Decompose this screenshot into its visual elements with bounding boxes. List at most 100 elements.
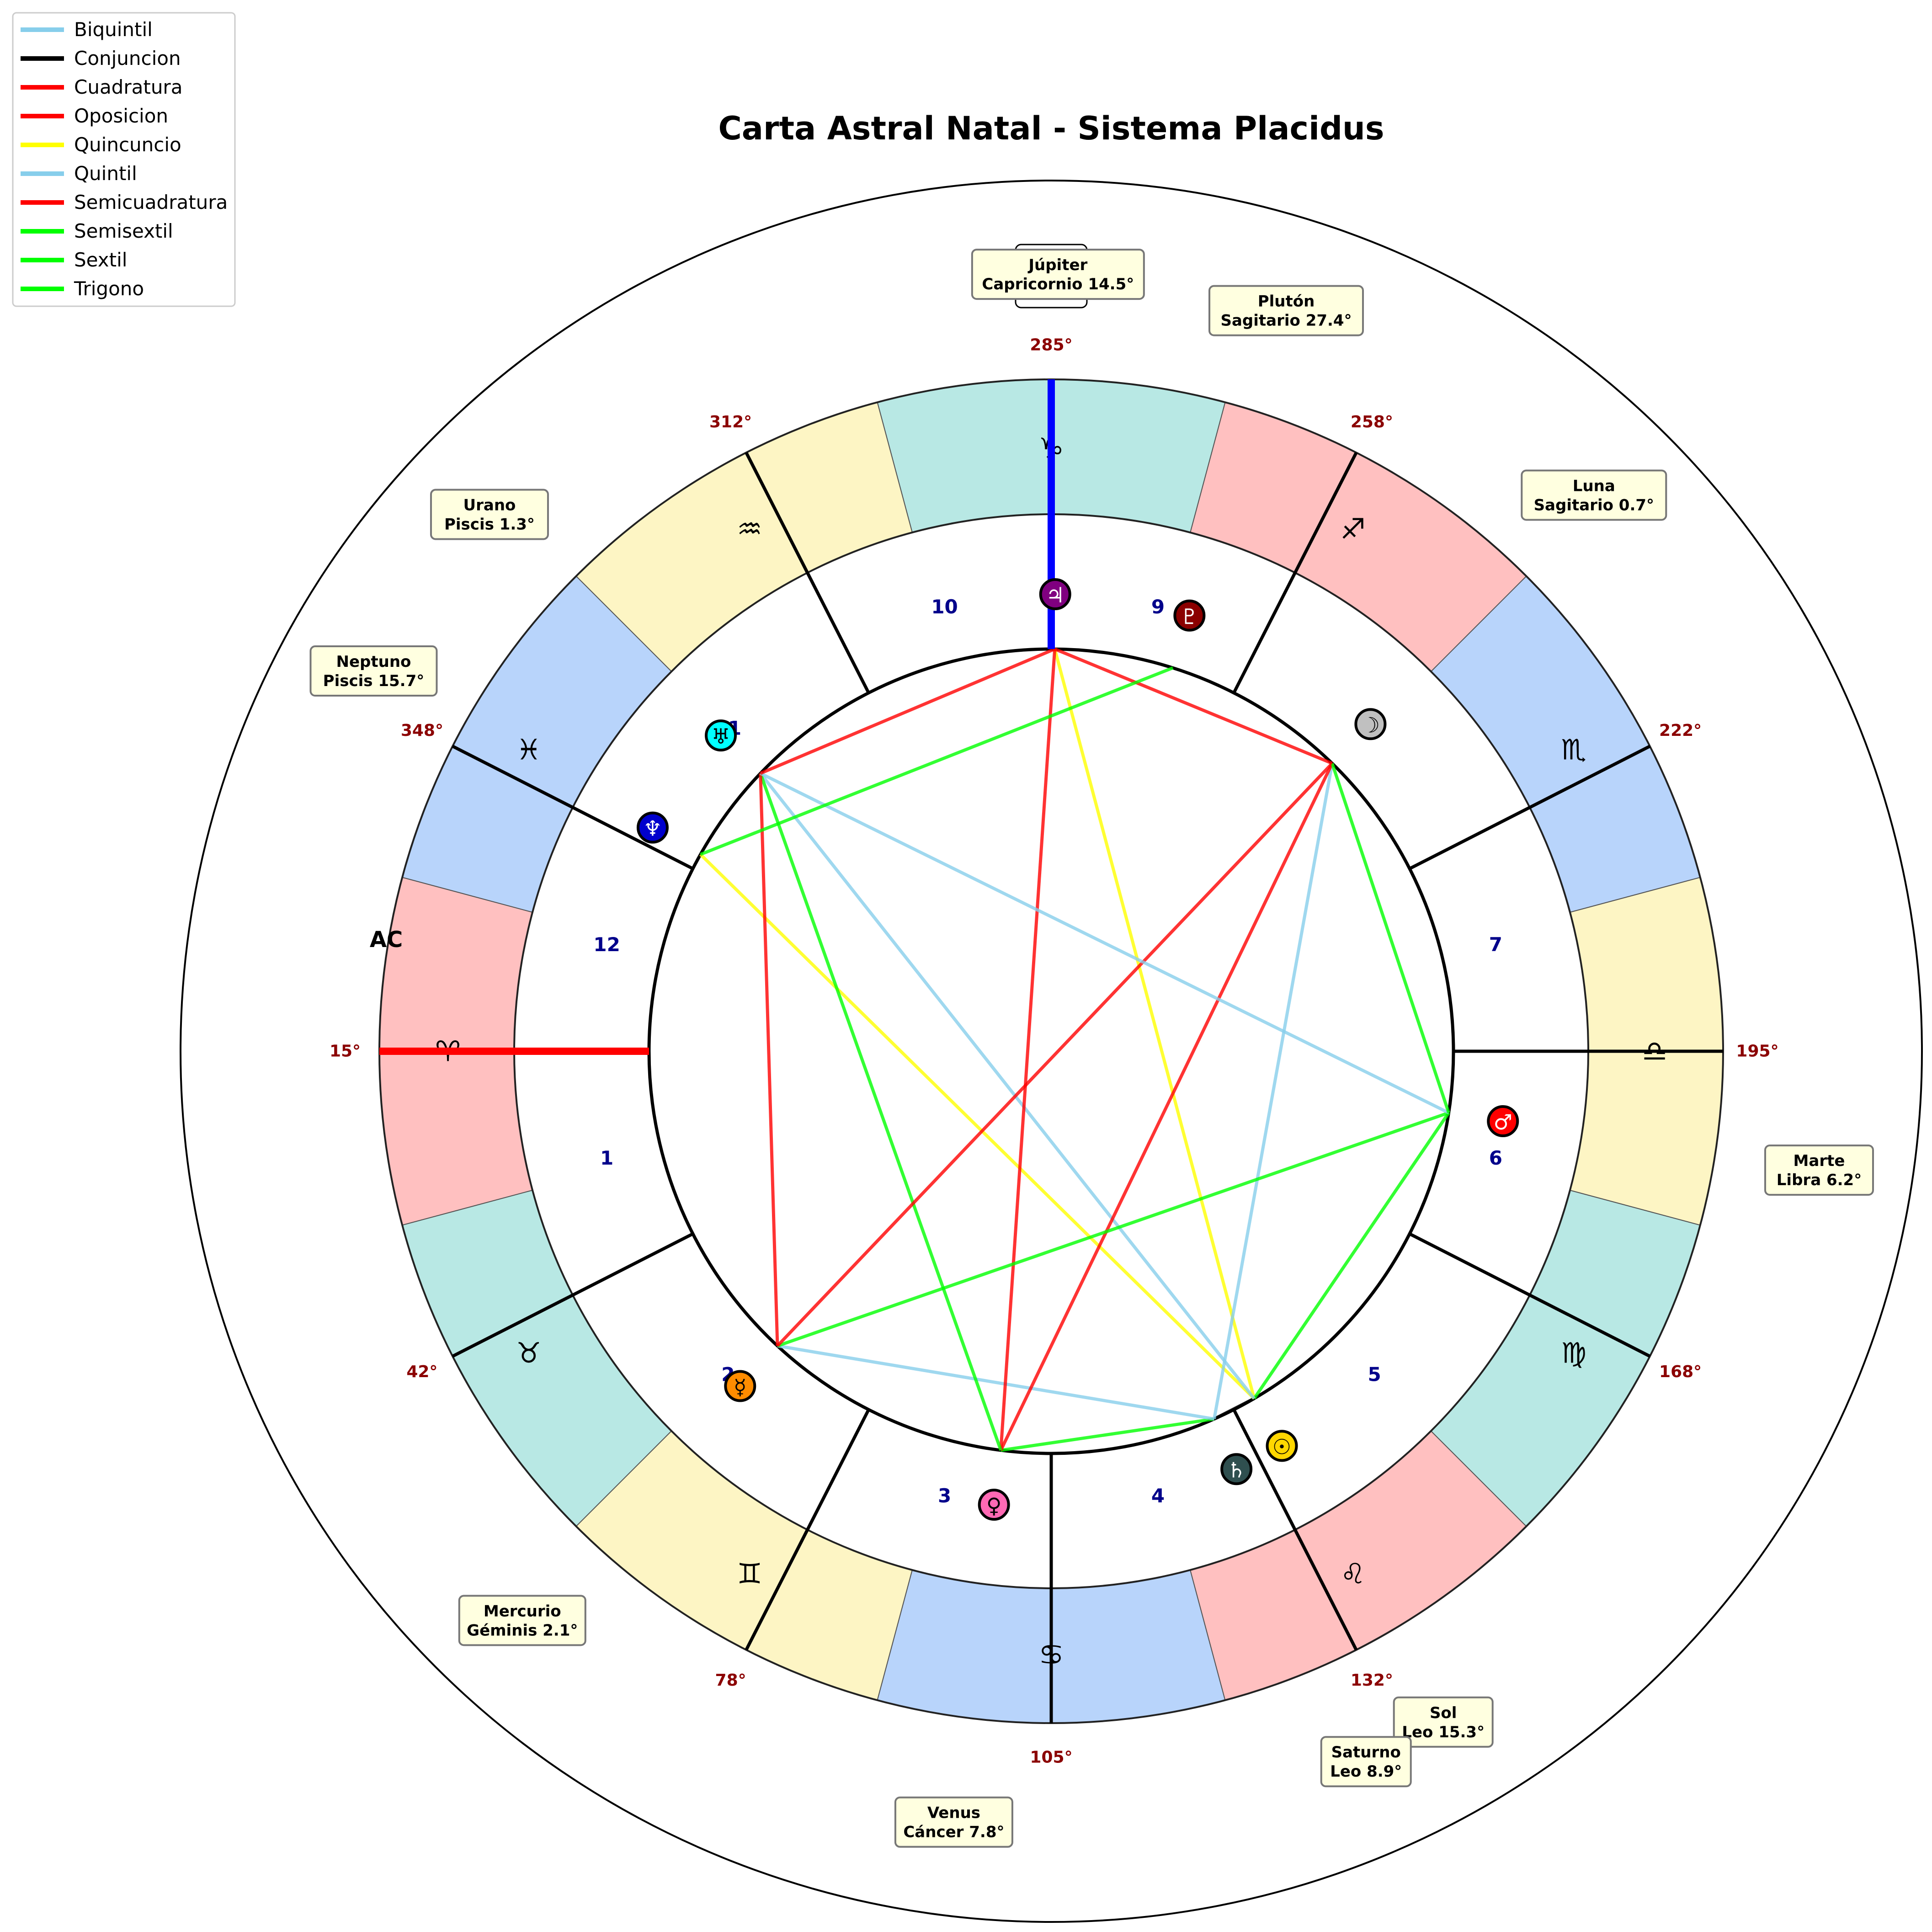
legend-label-trigono: Trigono	[74, 277, 144, 300]
aspect-line-marte-urano	[760, 772, 1450, 1114]
house-cusp-line-5	[1232, 1409, 1358, 1651]
sign-glyph-sagitario: ♐	[1340, 512, 1366, 545]
planet-marker-urano	[705, 719, 737, 752]
legend-label-semisextil: Semisextil	[74, 220, 173, 242]
planet-glyph-saturno: ♄	[1227, 1458, 1246, 1482]
aspect-lines	[699, 647, 1450, 1452]
planet-marker-venus	[978, 1489, 1010, 1521]
house-cusp-degree-6: 168°	[1659, 1363, 1702, 1381]
house-number-12: 12	[593, 933, 620, 956]
legend-label-sextil: Sextil	[74, 249, 127, 271]
planet-glyph-urano: ♅	[711, 724, 730, 749]
house-number-4: 4	[1151, 1485, 1165, 1507]
planet-label-box-jupiter	[971, 249, 1145, 300]
aspect-line-sol-jupiter	[1053, 649, 1256, 1399]
aspect-line-saturno-mercurio	[777, 1344, 1215, 1421]
planet-label-sol: Sol Leo 15.3°	[1402, 1704, 1485, 1741]
legend-label-semicuadratura: Semicuadratura	[74, 191, 228, 213]
planet-glyph-venus: ♀	[986, 1493, 1002, 1518]
house-cusp-degree-5: 132°	[1351, 1671, 1393, 1690]
aspect-line-sol-marte	[1253, 1112, 1450, 1400]
house-cusp-degree-8: 222°	[1659, 721, 1702, 740]
aspect-line-marte-luna	[1331, 763, 1450, 1113]
legend-label-quincuncio: Quincuncio	[74, 133, 181, 156]
legend-label-cuadratura: Cuadratura	[74, 76, 182, 98]
planet-label-saturno: Saturno Leo 8.9°	[1330, 1743, 1402, 1781]
house-cusp-line-12	[452, 745, 694, 870]
planet-label-venus: Venus Cáncer 7.8°	[903, 1804, 1004, 1842]
house-cusp-degree-11: 312°	[709, 413, 752, 431]
aspect-line-sol-neptuno	[699, 853, 1256, 1400]
sign-glyph-geminis: ♊	[737, 1557, 762, 1591]
planet-label-box-urano	[430, 489, 549, 540]
legend-label-quintil: Quintil	[74, 162, 137, 185]
planet-labels: Sol Leo 15.3° Luna Sagitario 0.7° Mercurio Gé…	[309, 249, 1874, 1848]
house-cusp-line-2	[452, 1232, 694, 1358]
house-cusp-degree-7: 195°	[1736, 1042, 1778, 1061]
legend: Biquintil Conjuncion Cuadratura Oposicion Qu…	[12, 12, 236, 307]
aspect-line-mercurio-marte	[777, 1111, 1449, 1347]
planet-marker-saturno	[1220, 1453, 1253, 1485]
legend-label-conjuncion: Conjuncion	[74, 47, 181, 69]
house-cusp-line-6	[1409, 1232, 1651, 1358]
planet-glyph-jupiter: ♃	[1046, 583, 1064, 607]
planet-marker-sol	[1266, 1430, 1298, 1462]
house-number-6: 6	[1489, 1147, 1502, 1169]
house-cusp-degree-3: 78°	[715, 1671, 746, 1690]
planet-glyph-pluton: ♇	[1180, 604, 1199, 629]
sign-glyph-virgo: ♍	[1561, 1336, 1586, 1370]
house-cusp-line-8	[1409, 745, 1651, 870]
house-cusp-degree-10: 285°	[1030, 336, 1072, 355]
house-cusp-line-9	[1232, 452, 1358, 694]
planet-label-box-venus	[894, 1796, 1013, 1848]
planet-label-jupiter: Júpiter Capricornio 14.5°	[982, 256, 1134, 293]
planet-label-luna: Luna Sagitario 0.7°	[1534, 477, 1654, 514]
house-number-7: 7	[1489, 933, 1502, 956]
aspect-line-neptuno-pluton	[700, 666, 1174, 856]
planet-marker-mercurio	[724, 1370, 756, 1402]
aspect-line-saturno-luna	[1213, 763, 1334, 1420]
planet-label-box-saturno	[1320, 1736, 1412, 1788]
aspect-line-mercurio-urano	[759, 773, 779, 1346]
sign-glyph-escorpio: ♏	[1561, 733, 1586, 766]
aspect-line-jupiter-luna	[1054, 647, 1333, 765]
planet-glyph-sol: ☉	[1272, 1434, 1291, 1459]
aspect-line-saturno-venus	[1001, 1417, 1215, 1452]
house-number-5: 5	[1368, 1363, 1381, 1386]
planet-marker-pluton	[1173, 599, 1206, 632]
aspect-line-sol-urano	[759, 772, 1256, 1400]
house-cusp-degree-12: 348°	[401, 721, 443, 740]
house-number-10: 10	[931, 596, 958, 618]
planet-glyph-marte: ♂	[1494, 1110, 1512, 1134]
planet-label-box-neptuno	[309, 645, 438, 697]
sign-glyph-leo: ♌	[1340, 1557, 1366, 1591]
planet-marker-jupiter	[1039, 578, 1071, 611]
planet-label-neptuno: Neptuno Piscis 15.7°	[323, 653, 425, 690]
aspect-line-venus-jupiter	[999, 649, 1057, 1451]
planet-label-box-mercurio	[458, 1595, 586, 1646]
aspect-line-venus-urano	[759, 772, 1003, 1451]
planet-label-box-marte	[1764, 1144, 1874, 1196]
house-cusp-degree-1: 15°	[330, 1042, 361, 1061]
house-cusp-degree-2: 42°	[406, 1363, 437, 1381]
house-number-9: 9	[1151, 596, 1165, 618]
planet-glyph-neptuno: ♆	[643, 816, 662, 841]
sign-glyph-acuario: ♒	[737, 512, 762, 545]
ascendant-label: AC	[370, 927, 403, 953]
aspect-line-sol-saturno	[1213, 1397, 1255, 1421]
planet-label-box-pluton	[1208, 285, 1364, 336]
planet-label-box-sol	[1393, 1696, 1494, 1748]
outer-boundary-circle	[180, 180, 1923, 1923]
planet-label-mercurio: Mercurio Géminis 2.1°	[467, 1602, 578, 1639]
planet-markers: ☉ ☽ ☿ ♀ ♂ ♃ ♄ ♅ ♆ ♇	[636, 578, 1519, 1521]
aspect-line-jupiter-urano	[760, 647, 1056, 775]
planet-label-marte: Marte Libra 6.2°	[1777, 1152, 1862, 1189]
planet-glyph-mercurio: ☿	[734, 1375, 746, 1400]
house-number-3: 3	[938, 1485, 951, 1507]
planet-marker-marte	[1487, 1105, 1519, 1137]
planet-label-pluton: Plutón Sagitario 27.4°	[1220, 293, 1352, 330]
sign-glyph-piscis: ♓	[516, 733, 542, 766]
aspect-line-mercurio-luna	[776, 762, 1334, 1347]
house-cusp-degree-4: 105°	[1030, 1748, 1072, 1767]
